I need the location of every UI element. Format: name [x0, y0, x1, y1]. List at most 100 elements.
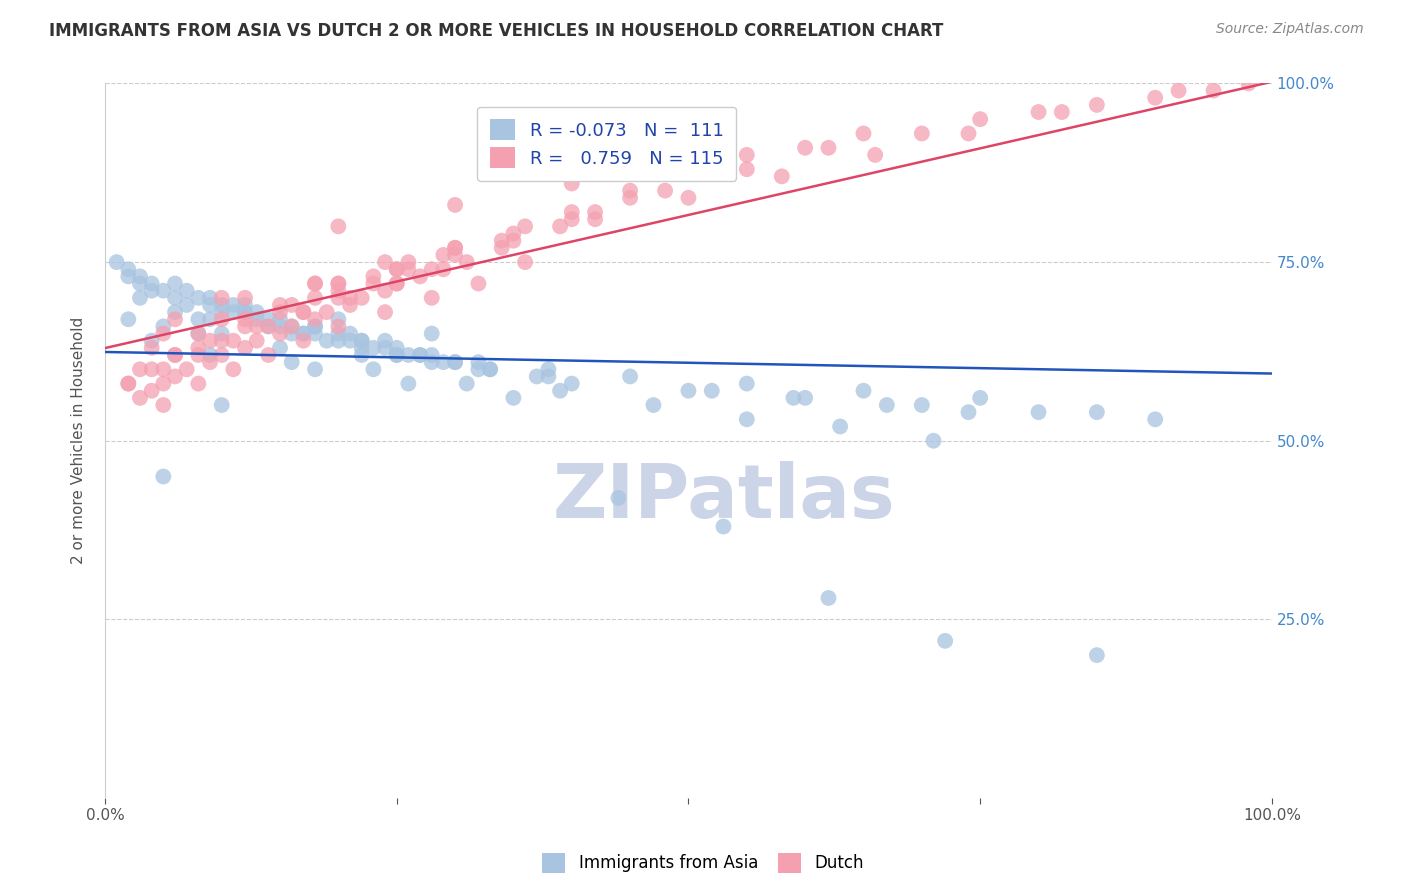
Point: [246, 305, 269, 319]
Point: [187, 326, 209, 341]
Point: [374, 334, 396, 348]
Point: [163, 277, 186, 291]
Point: [350, 348, 373, 362]
Point: [152, 398, 174, 412]
Point: [363, 269, 385, 284]
Point: [198, 334, 221, 348]
Point: [328, 334, 350, 348]
Point: [304, 362, 326, 376]
Point: [152, 362, 174, 376]
Point: [432, 262, 454, 277]
Point: [467, 362, 489, 376]
Point: [129, 277, 152, 291]
Text: ZIPatlas: ZIPatlas: [553, 461, 894, 534]
Point: [876, 398, 898, 412]
Point: [280, 355, 302, 369]
Point: [304, 312, 326, 326]
Point: [269, 312, 291, 326]
Point: [491, 234, 513, 248]
Point: [117, 376, 139, 391]
Point: [292, 305, 315, 319]
Point: [444, 198, 467, 212]
Point: [129, 291, 152, 305]
Point: [233, 298, 256, 312]
Point: [654, 184, 676, 198]
Point: [794, 141, 817, 155]
Point: [328, 277, 350, 291]
Point: [211, 305, 233, 319]
Point: [1144, 91, 1167, 105]
Point: [467, 355, 489, 369]
Point: [911, 398, 934, 412]
Point: [350, 334, 373, 348]
Point: [561, 212, 583, 227]
Point: [163, 305, 186, 319]
Point: [129, 362, 152, 376]
Point: [280, 326, 302, 341]
Point: [396, 255, 419, 269]
Point: [211, 326, 233, 341]
Point: [350, 334, 373, 348]
Point: [561, 177, 583, 191]
Point: [713, 519, 735, 533]
Point: [117, 312, 139, 326]
Point: [328, 312, 350, 326]
Point: [141, 362, 163, 376]
Point: [304, 319, 326, 334]
Point: [1144, 412, 1167, 426]
Point: [817, 591, 839, 605]
Point: [269, 298, 291, 312]
Point: [280, 319, 302, 334]
Legend: Immigrants from Asia, Dutch: Immigrants from Asia, Dutch: [536, 847, 870, 880]
Point: [350, 341, 373, 355]
Point: [105, 255, 128, 269]
Point: [339, 291, 361, 305]
Point: [420, 262, 443, 277]
Point: [141, 277, 163, 291]
Point: [678, 162, 700, 177]
Point: [304, 277, 326, 291]
Point: [257, 312, 280, 326]
Point: [339, 326, 361, 341]
Point: [211, 298, 233, 312]
Point: [852, 384, 875, 398]
Point: [211, 348, 233, 362]
Point: [280, 298, 302, 312]
Point: [152, 469, 174, 483]
Point: [444, 241, 467, 255]
Point: [852, 127, 875, 141]
Point: [969, 112, 991, 127]
Legend: R = -0.073   N =  111, R =   0.759   N = 115: R = -0.073 N = 111, R = 0.759 N = 115: [477, 107, 737, 181]
Point: [363, 341, 385, 355]
Point: [211, 398, 233, 412]
Point: [257, 319, 280, 334]
Point: [863, 148, 886, 162]
Point: [420, 348, 443, 362]
Point: [328, 326, 350, 341]
Point: [328, 319, 350, 334]
Point: [257, 348, 280, 362]
Point: [385, 277, 408, 291]
Point: [396, 376, 419, 391]
Point: [432, 248, 454, 262]
Text: IMMIGRANTS FROM ASIA VS DUTCH 2 OR MORE VEHICLES IN HOUSEHOLD CORRELATION CHART: IMMIGRANTS FROM ASIA VS DUTCH 2 OR MORE …: [49, 22, 943, 40]
Point: [187, 312, 209, 326]
Point: [141, 341, 163, 355]
Point: [304, 319, 326, 334]
Point: [129, 391, 152, 405]
Point: [141, 334, 163, 348]
Point: [141, 284, 163, 298]
Point: [456, 255, 478, 269]
Point: [222, 362, 245, 376]
Point: [1202, 84, 1225, 98]
Point: [385, 262, 408, 277]
Point: [561, 376, 583, 391]
Point: [770, 169, 793, 184]
Point: [374, 284, 396, 298]
Point: [163, 369, 186, 384]
Point: [350, 291, 373, 305]
Point: [502, 391, 524, 405]
Point: [444, 248, 467, 262]
Point: [280, 319, 302, 334]
Point: [537, 369, 560, 384]
